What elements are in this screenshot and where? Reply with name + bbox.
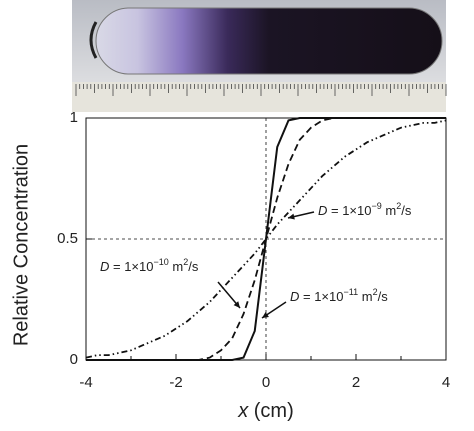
- x-tick-label: 4: [442, 374, 450, 391]
- annotation-arrowhead: [288, 213, 295, 220]
- plot: -4 -2 0 2 4 0 0.5 1 Relative Concentration x (cm)…: [10, 109, 450, 422]
- series-annotation-part: −10: [154, 257, 169, 267]
- series-annotation-part: −11: [344, 287, 359, 297]
- x-axis-label: x (cm): [237, 400, 294, 422]
- annotation-arrowhead: [262, 311, 269, 318]
- x-axis-label-part: x: [237, 400, 249, 422]
- y-tick-label: 0: [70, 351, 78, 368]
- photo: [72, 0, 447, 112]
- series-annotation-part: m: [382, 203, 396, 218]
- x-axis-label-part: (cm): [248, 400, 294, 422]
- series-annotation: D = 1×10−11 m2/s: [290, 287, 388, 304]
- x-tick-label: -4: [79, 374, 92, 391]
- series-annotation-part: /s: [188, 259, 199, 274]
- series-annotation-part: D: [100, 259, 109, 274]
- series-annotation-part: 2: [373, 287, 378, 297]
- x-tick-label: 2: [352, 374, 360, 391]
- series-annotation-part: −9: [372, 201, 382, 211]
- series-annotation-part: = 1×10: [299, 289, 343, 304]
- series-annotation-part: /s: [401, 203, 412, 218]
- series-annotation-part: D: [318, 203, 327, 218]
- x-tick-label: 0: [262, 374, 270, 391]
- series-annotation-part: /s: [378, 289, 389, 304]
- series-annotation-part: m: [169, 259, 183, 274]
- y-axis-label: Relative Concentration: [10, 144, 32, 346]
- series-annotation-part: = 1×10: [327, 203, 371, 218]
- series-annotation-part: = 1×10: [109, 259, 153, 274]
- series-annotation-part: D: [290, 289, 299, 304]
- annotation-arrowhead: [233, 301, 240, 308]
- x-tick-label: -2: [169, 374, 182, 391]
- series-annotation-part: 2: [396, 201, 401, 211]
- series-annotation: D = 1×10−10 m2/s: [100, 257, 199, 274]
- line-series: [86, 117, 446, 361]
- series-annotation-part: m: [358, 289, 372, 304]
- series-annotation-part: 2: [183, 257, 188, 267]
- y-tick-label: 0.5: [57, 230, 78, 247]
- series-annotation: D = 1×10−9 m2/s: [318, 201, 412, 218]
- y-tick-label: 1: [70, 109, 78, 126]
